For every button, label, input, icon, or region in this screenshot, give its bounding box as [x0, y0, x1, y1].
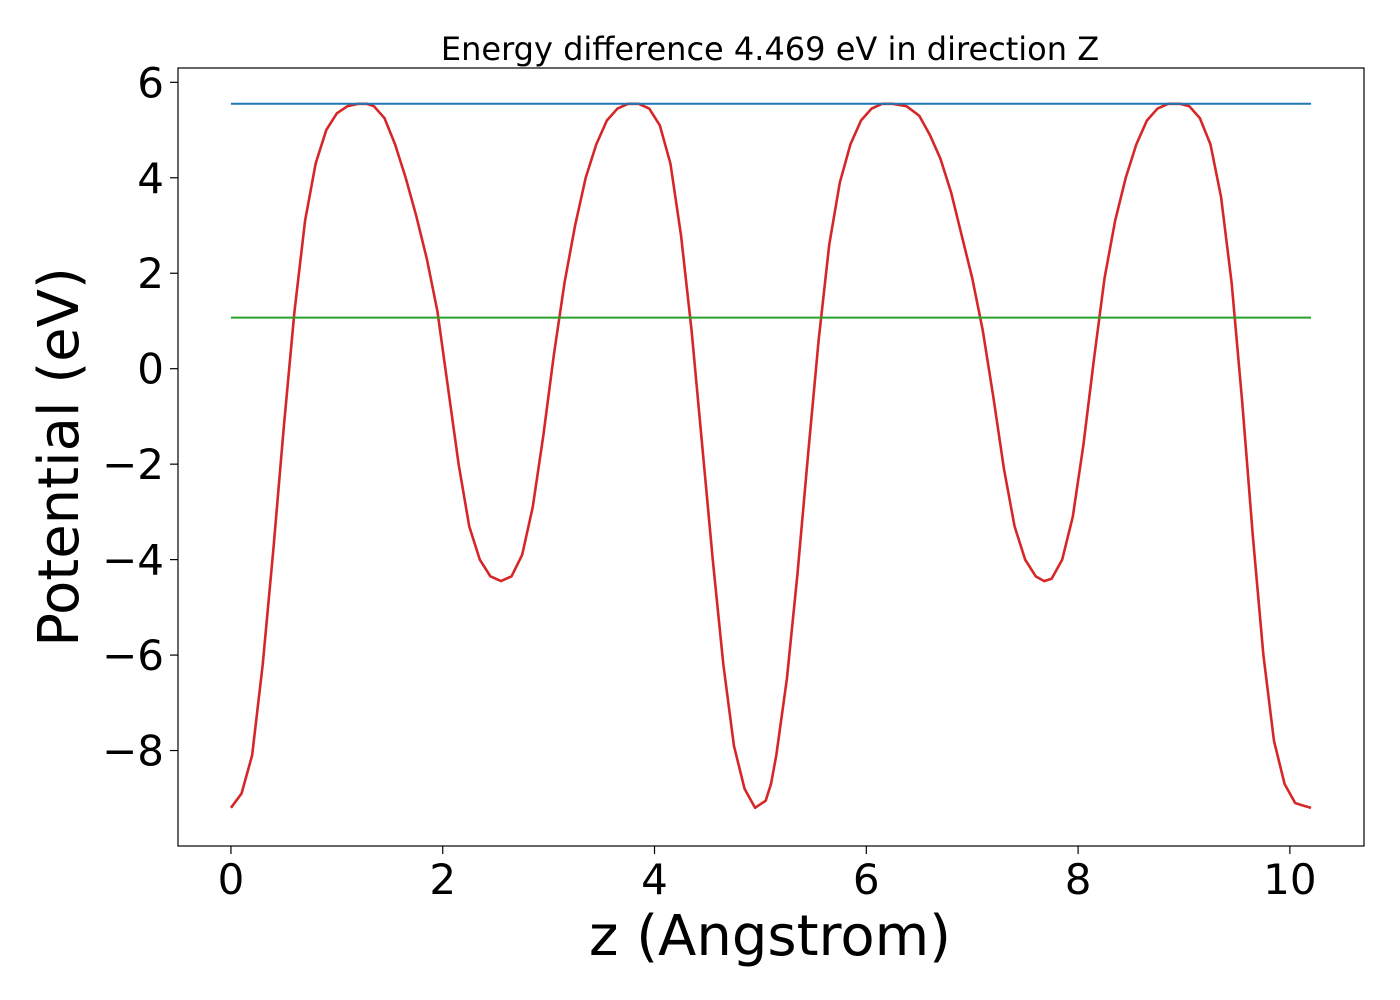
x-tick-label: 10 — [1263, 855, 1316, 904]
series-line-0 — [229, 102, 1312, 810]
y-tick-label: −2 — [102, 440, 164, 489]
series-layer — [229, 102, 1312, 810]
x-tick-label: 2 — [429, 855, 456, 904]
y-tick-label: 4 — [137, 154, 164, 203]
y-tick-label: −6 — [102, 631, 164, 680]
y-tick-label: 0 — [137, 345, 164, 394]
x-tick-label: 4 — [641, 855, 668, 904]
y-axis-label: Potential (eV) — [27, 267, 92, 647]
x-tick-label: 8 — [1065, 855, 1092, 904]
y-tick-label: 2 — [137, 249, 164, 298]
y-tick-label: 6 — [137, 58, 164, 107]
x-axis-ticks: 0 2 4 6 8 10 — [218, 846, 1317, 904]
x-tick-label: 0 — [218, 855, 245, 904]
x-axis-label: z (Angstrom) — [589, 904, 951, 969]
y-axis-ticks: 6 4 2 0 −2 −4 −6 −8 — [102, 58, 178, 776]
chart-title: Energy difference 4.469 eV in direction … — [441, 30, 1099, 68]
y-tick-label: −4 — [102, 536, 164, 585]
x-tick-label: 6 — [853, 855, 880, 904]
plot-frame — [177, 67, 1365, 847]
y-tick-label: −8 — [102, 727, 164, 776]
